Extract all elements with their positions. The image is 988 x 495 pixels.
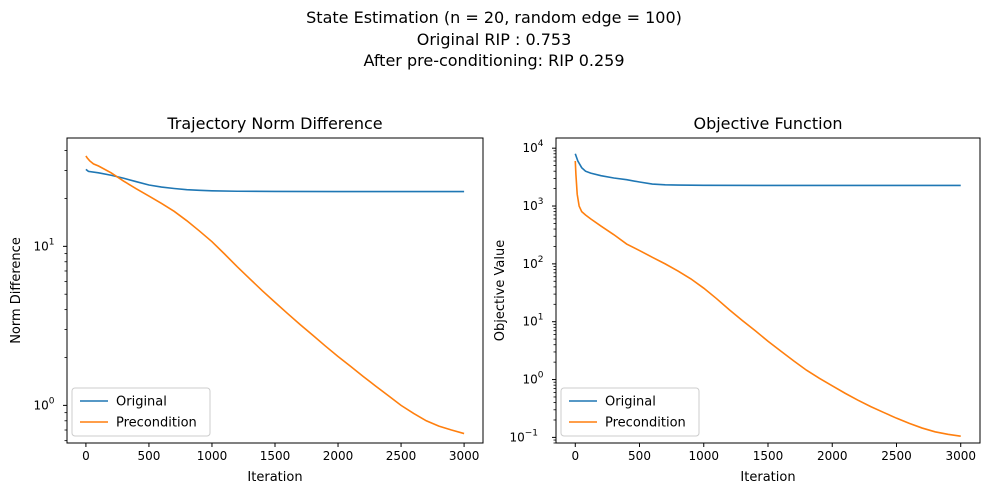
left-legend-label-precondition: Precondition	[116, 416, 197, 431]
right-ytick-label: 103	[522, 197, 543, 213]
left-legend-label-original: Original	[116, 395, 167, 410]
right-legend-label-original: Original	[605, 395, 656, 410]
right-xtick-label: 0	[571, 449, 579, 463]
left-series-line-precondition	[85, 155, 465, 435]
right-xtick-label: 3000	[945, 449, 976, 463]
right-xtick-label: 500	[628, 449, 651, 463]
right-xtick-label: 2000	[817, 449, 848, 463]
left-x-axis-label: Iteration	[247, 470, 302, 485]
left-legend-box	[71, 387, 211, 437]
left-xtick-label: 1000	[197, 449, 228, 463]
right-legend-box	[560, 387, 700, 437]
figure-title-line-3: After pre-conditioning: RIP 0.259	[363, 51, 625, 70]
left-xtick-label: 0	[82, 449, 90, 463]
right-chart-title: Objective Function	[693, 114, 842, 133]
right-legend-label-precondition: Precondition	[605, 416, 686, 431]
left-xtick-label: 2500	[386, 449, 417, 463]
right-ytick-label: 104	[522, 139, 543, 155]
right-x-axis-label: Iteration	[740, 470, 795, 485]
right-ytick-label: 101	[522, 313, 543, 329]
left-chart-title: Trajectory Norm Difference	[166, 114, 382, 133]
left-series-line-original	[85, 168, 465, 193]
right-xtick-label: 2500	[881, 449, 912, 463]
left-y-axis-label: Norm Difference	[9, 237, 24, 344]
right-ytick-label: 102	[522, 255, 543, 271]
left-xtick-label: 500	[137, 449, 160, 463]
right-series-line-precondition	[574, 160, 961, 437]
left-xtick-label: 3000	[449, 449, 480, 463]
figure-title-line-1: State Estimation (n = 20, random edge = …	[306, 8, 682, 27]
left-xtick-label: 2000	[323, 449, 354, 463]
right-ytick-label: 10−1	[509, 428, 538, 444]
right-ytick-label: 100	[522, 371, 543, 387]
right-xtick-label: 1500	[753, 449, 784, 463]
right-series-line-original	[574, 153, 961, 187]
left-xtick-label: 1500	[260, 449, 291, 463]
right-y-axis-label: Objective Value	[493, 240, 508, 341]
figure-title-line-2: Original RIP : 0.753	[416, 30, 572, 49]
right-xtick-label: 1000	[688, 449, 719, 463]
